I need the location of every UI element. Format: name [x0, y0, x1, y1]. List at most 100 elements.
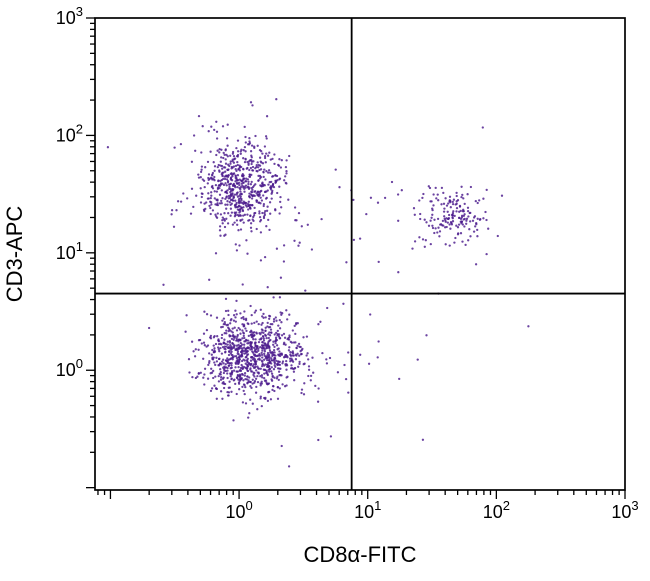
data-point — [250, 348, 253, 351]
data-point — [249, 101, 253, 104]
data-point — [468, 228, 471, 231]
data-point — [240, 363, 243, 367]
data-point — [223, 366, 227, 369]
data-point — [234, 362, 238, 365]
data-point — [246, 203, 250, 206]
data-point — [259, 259, 263, 262]
data-point — [232, 319, 236, 322]
data-point — [234, 180, 237, 183]
data-point — [216, 165, 219, 169]
data-point — [244, 327, 247, 330]
data-point — [238, 355, 241, 358]
data-point — [233, 336, 236, 340]
data-point — [246, 375, 249, 378]
data-point — [218, 148, 221, 151]
data-point — [285, 159, 288, 162]
data-point — [242, 186, 245, 189]
data-point — [192, 205, 195, 209]
data-point — [259, 384, 262, 387]
data-point — [227, 168, 230, 171]
data-point — [243, 145, 247, 149]
data-point — [249, 150, 253, 153]
data-point — [302, 336, 305, 339]
data-point — [261, 182, 264, 185]
data-point — [294, 332, 297, 336]
data-point — [224, 350, 227, 353]
data-point — [257, 349, 260, 352]
data-point — [275, 98, 278, 101]
data-point — [258, 168, 261, 172]
data-point — [252, 371, 255, 374]
data-point — [212, 161, 215, 164]
data-point — [232, 379, 235, 382]
data-point — [222, 381, 225, 384]
data-point — [300, 388, 304, 391]
data-point — [261, 346, 264, 349]
data-point — [250, 154, 253, 157]
data-point — [235, 205, 238, 209]
data-point — [445, 225, 448, 229]
data-point — [239, 341, 242, 345]
data-point — [443, 215, 446, 218]
data-point — [236, 335, 239, 338]
data-point — [235, 249, 239, 252]
data-point — [231, 331, 234, 334]
data-point — [258, 215, 262, 219]
data-point — [242, 334, 245, 338]
data-point — [268, 339, 271, 342]
data-point — [251, 169, 255, 172]
data-point — [482, 217, 485, 220]
data-point — [224, 363, 227, 366]
data-point — [258, 210, 261, 213]
data-point — [208, 359, 211, 363]
data-point — [246, 365, 249, 368]
data-point — [249, 380, 252, 384]
data-point — [311, 356, 314, 359]
data-point — [464, 243, 467, 247]
data-point — [214, 183, 218, 187]
data-point — [320, 217, 323, 221]
data-point — [284, 353, 287, 357]
data-point — [217, 348, 220, 351]
data-point — [234, 175, 237, 178]
data-point — [289, 354, 293, 357]
data-point — [307, 358, 310, 361]
data-point — [218, 193, 222, 196]
data-point — [451, 200, 454, 204]
data-point — [218, 151, 221, 154]
data-point — [453, 214, 456, 218]
data-point — [427, 185, 430, 188]
data-point — [222, 362, 225, 365]
data-point — [232, 155, 236, 158]
data-point — [268, 334, 272, 337]
data-point — [245, 354, 249, 357]
data-point — [242, 325, 245, 328]
data-point — [276, 386, 279, 389]
data-point — [390, 180, 394, 184]
data-point — [359, 353, 362, 356]
data-point — [207, 363, 210, 367]
data-point — [466, 206, 470, 209]
data-point — [199, 176, 202, 179]
data-point — [224, 158, 227, 161]
data-point — [262, 331, 265, 334]
data-point — [179, 142, 183, 146]
data-point — [454, 236, 457, 240]
data-point — [220, 199, 223, 203]
data-point — [261, 362, 265, 366]
data-point — [260, 199, 264, 202]
data-point — [258, 192, 261, 196]
data-point — [365, 212, 368, 216]
data-point — [325, 358, 328, 361]
data-point — [277, 363, 280, 366]
data-point — [436, 231, 439, 234]
data-point — [447, 213, 451, 217]
data-point — [217, 380, 221, 383]
data-point — [237, 338, 241, 341]
data-point — [199, 187, 202, 190]
data-point — [215, 360, 219, 363]
data-point — [235, 211, 238, 214]
data-point — [192, 350, 195, 353]
data-point — [222, 151, 225, 155]
data-point — [287, 349, 291, 352]
